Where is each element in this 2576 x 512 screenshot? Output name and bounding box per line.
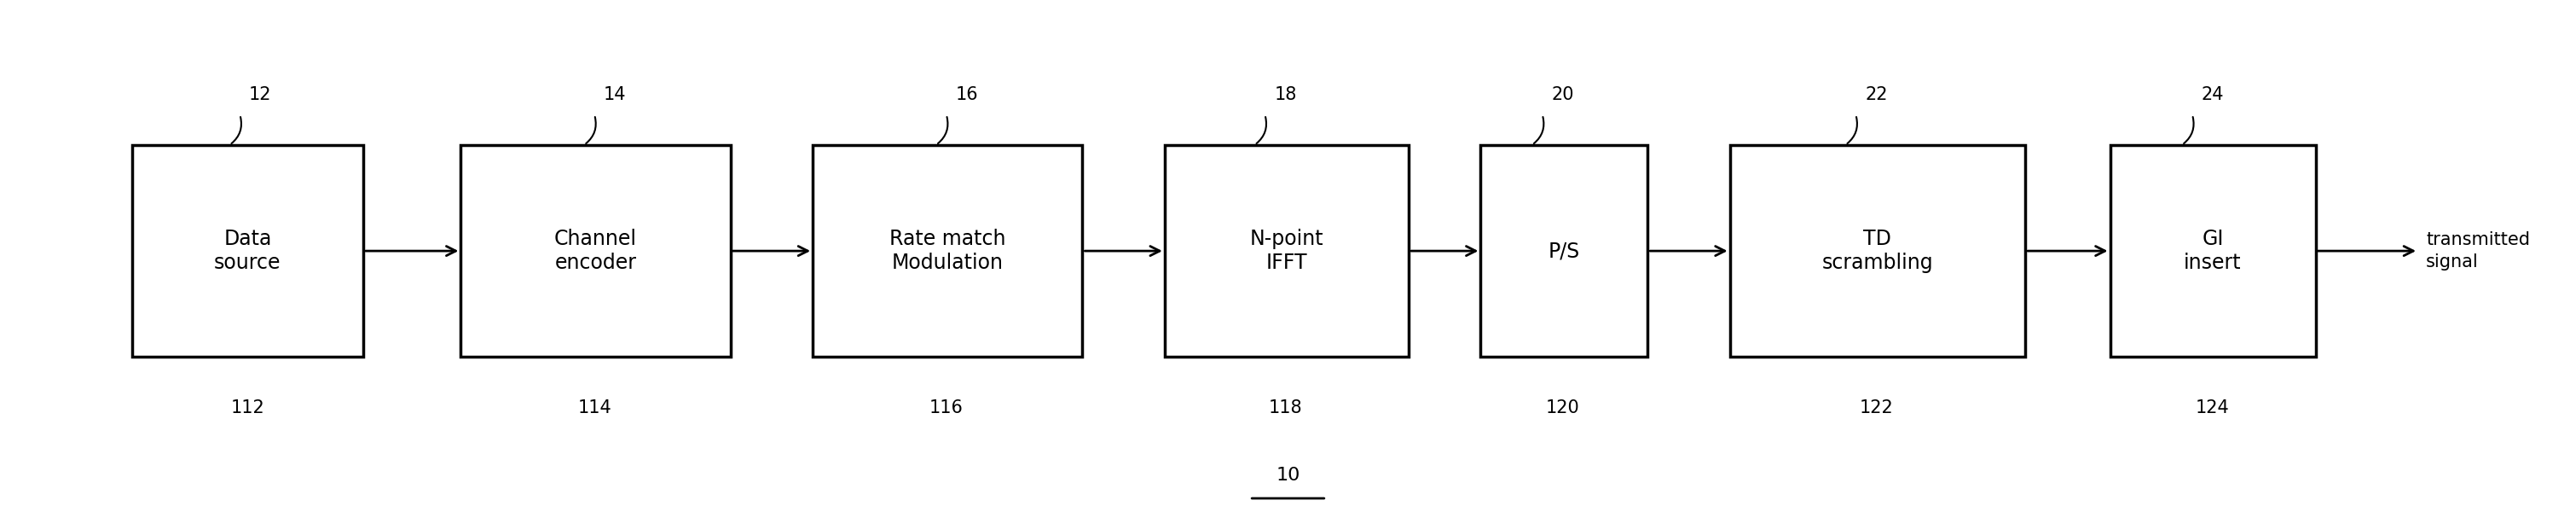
Text: 122: 122 <box>1860 399 1893 416</box>
Text: 10: 10 <box>1275 467 1301 484</box>
Text: 18: 18 <box>1275 86 1296 103</box>
Text: P/S: P/S <box>1548 241 1579 261</box>
Text: 16: 16 <box>956 86 979 103</box>
Text: 112: 112 <box>232 399 265 416</box>
FancyBboxPatch shape <box>1481 145 1649 357</box>
Text: 12: 12 <box>250 86 270 103</box>
FancyBboxPatch shape <box>2110 145 2316 357</box>
FancyBboxPatch shape <box>1164 145 1409 357</box>
FancyBboxPatch shape <box>814 145 1082 357</box>
Text: 124: 124 <box>2195 399 2231 416</box>
Text: 114: 114 <box>577 399 611 416</box>
Text: GI
insert: GI insert <box>2184 229 2241 273</box>
Text: 22: 22 <box>1865 86 1888 103</box>
Text: Rate match
Modulation: Rate match Modulation <box>889 229 1005 273</box>
Text: 116: 116 <box>930 399 963 416</box>
Text: N-point
IFFT: N-point IFFT <box>1249 229 1324 273</box>
Text: 118: 118 <box>1267 399 1303 416</box>
Text: 24: 24 <box>2202 86 2223 103</box>
FancyBboxPatch shape <box>1731 145 2025 357</box>
Text: Channel
encoder: Channel encoder <box>554 229 636 273</box>
Text: Data
source: Data source <box>214 229 281 273</box>
FancyBboxPatch shape <box>461 145 732 357</box>
Text: 20: 20 <box>1551 86 1574 103</box>
Text: 120: 120 <box>1546 399 1579 416</box>
Text: 14: 14 <box>603 86 626 103</box>
Text: transmitted
signal: transmitted signal <box>2427 231 2530 271</box>
Text: TD
scrambling: TD scrambling <box>1821 229 1932 273</box>
FancyBboxPatch shape <box>131 145 363 357</box>
